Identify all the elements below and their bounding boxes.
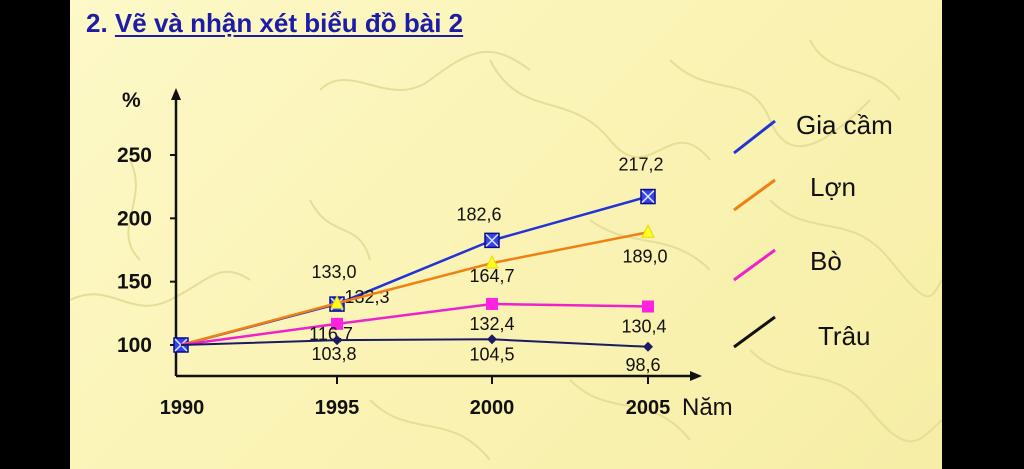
legend-swatch-2 xyxy=(733,248,776,282)
data-label: 116,7 xyxy=(309,324,353,344)
legend-swatch-0 xyxy=(733,119,776,155)
title-number: 2. xyxy=(86,8,108,38)
data-label: 217,2 xyxy=(618,155,663,175)
legend-swatch-3 xyxy=(733,315,776,349)
y-tick-label: 250 xyxy=(117,144,152,167)
data-point-marker xyxy=(487,334,497,345)
data-point-marker xyxy=(641,224,655,238)
data-point-marker xyxy=(485,254,499,269)
y-tick-label: 100 xyxy=(117,334,152,357)
x-axis-arrow xyxy=(690,371,702,381)
data-point-marker xyxy=(330,295,344,309)
data-point-marker xyxy=(332,335,342,346)
series-line-1 xyxy=(180,231,649,347)
data-point-marker-x xyxy=(485,233,499,247)
data-label: 182,6 xyxy=(456,204,501,224)
data-point-marker-x xyxy=(641,190,655,204)
legend-swatch-1 xyxy=(733,178,776,212)
slide: 2. Vẽ và nhận xét biểu đồ bài 2 % 100 150 2… xyxy=(70,0,942,469)
data-label: 98,6 xyxy=(625,355,660,375)
series-line-0 xyxy=(180,195,649,347)
series-line-3 xyxy=(180,338,649,348)
x-tick-label: 1990 xyxy=(160,397,205,419)
x-tick-label: 2005 xyxy=(626,397,671,419)
legend-label-3: Trâu xyxy=(818,321,871,351)
y-tick-label: 150 xyxy=(117,271,152,294)
data-label: 103,8 xyxy=(311,344,356,364)
data-label: 189,0 xyxy=(622,246,667,266)
y-tick-label: 200 xyxy=(117,207,152,230)
series-line-2 xyxy=(180,302,649,347)
x-axis-label: Năm xyxy=(682,394,733,421)
slide-title: 2. Vẽ và nhận xét biểu đồ bài 2 xyxy=(86,8,463,39)
legend-label-0: Gia cầm xyxy=(796,110,893,140)
legend-label-1: Lợn xyxy=(810,172,856,202)
data-point-marker xyxy=(642,300,654,313)
background-map-pattern xyxy=(70,39,942,461)
x-tick-label: 2000 xyxy=(470,397,515,419)
data-label: 133,0 xyxy=(311,262,356,282)
data-label: 130,4 xyxy=(621,316,666,336)
data-label: 132,4 xyxy=(469,314,514,334)
data-point-marker xyxy=(331,317,343,330)
title-text: Vẽ và nhận xét biểu đồ bài 2 xyxy=(114,8,464,38)
data-label: 164,7 xyxy=(469,266,514,286)
legend-label-2: Bò xyxy=(810,246,842,276)
y-axis-arrow xyxy=(171,88,181,100)
y-axis-unit-label: % xyxy=(122,89,141,112)
x-tick-label: 1995 xyxy=(315,397,360,419)
data-label: 104,5 xyxy=(469,344,514,364)
data-point-marker xyxy=(643,341,653,352)
data-point-marker xyxy=(486,297,498,310)
